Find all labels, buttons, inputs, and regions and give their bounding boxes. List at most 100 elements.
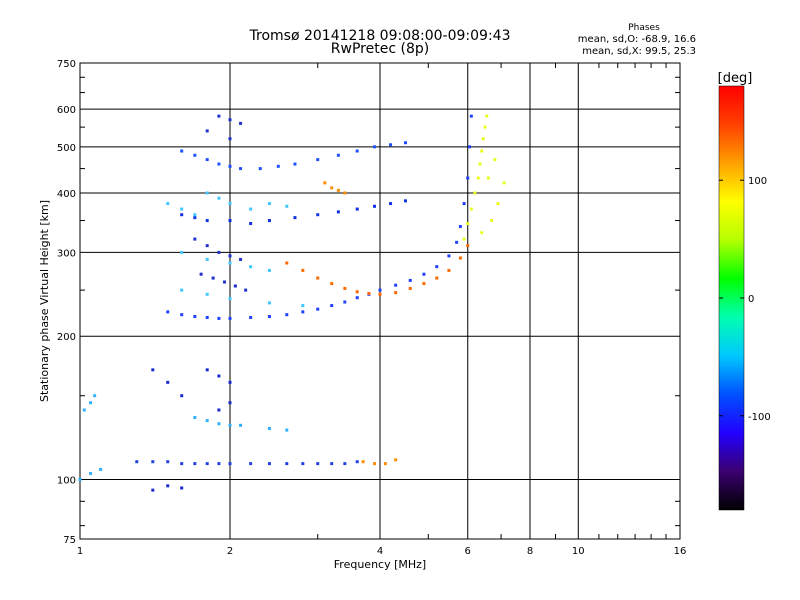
stats-o: mean, sd,O: -68.9, 16.6	[578, 34, 696, 45]
data-point	[228, 202, 232, 206]
data-point	[193, 216, 197, 220]
data-point	[493, 158, 497, 162]
x-tick-label: 1	[77, 546, 83, 557]
x-axis-ticks: 1 2 4 6 8 10 16	[77, 63, 687, 557]
data-point	[355, 149, 359, 153]
colorbar-label: [deg]	[718, 71, 753, 86]
data-point	[239, 257, 243, 261]
data-point	[469, 114, 473, 118]
data-point	[166, 380, 170, 384]
data-point	[435, 265, 439, 269]
data-point	[205, 129, 209, 133]
data-point	[228, 254, 232, 258]
colorbar-tick-label: 0	[748, 294, 754, 305]
data-point	[316, 213, 320, 217]
data-points	[78, 114, 506, 492]
data-point	[394, 283, 398, 287]
data-point	[258, 167, 262, 171]
data-point	[267, 315, 271, 319]
data-point	[373, 145, 377, 149]
data-point	[228, 137, 232, 141]
data-point	[462, 237, 466, 241]
data-point	[301, 304, 305, 308]
data-point	[285, 462, 289, 466]
y-tick-label: 300	[57, 248, 76, 259]
data-point	[481, 137, 485, 141]
data-point	[355, 290, 359, 294]
data-point	[205, 419, 209, 423]
data-point	[480, 149, 484, 153]
data-point	[466, 244, 470, 248]
data-point	[228, 118, 232, 122]
data-point	[180, 149, 184, 153]
data-point	[205, 315, 209, 319]
stats-title: Phases	[628, 23, 660, 33]
data-point	[217, 196, 221, 200]
data-point	[490, 219, 494, 223]
data-point	[285, 204, 289, 208]
data-point	[394, 458, 398, 462]
x-tick-label: 16	[674, 546, 687, 557]
data-point	[336, 188, 340, 192]
data-point	[82, 408, 86, 412]
data-point	[217, 114, 221, 118]
colorbar	[718, 85, 745, 511]
data-point	[267, 462, 271, 466]
data-point	[193, 415, 197, 419]
data-point	[476, 176, 480, 180]
data-point	[301, 310, 305, 314]
data-point	[301, 462, 305, 466]
colorbar-tick-label: -100	[748, 412, 771, 423]
chart-subtitle: RwPretec (8p)	[331, 41, 429, 57]
data-point	[180, 313, 184, 317]
data-point	[228, 462, 232, 466]
data-point	[435, 276, 439, 280]
data-point	[239, 423, 243, 427]
data-point	[276, 164, 280, 168]
data-point	[205, 158, 209, 162]
data-point	[389, 143, 393, 147]
data-point	[301, 268, 305, 272]
data-point	[316, 307, 320, 311]
data-point	[343, 191, 347, 195]
data-point	[267, 301, 271, 305]
data-point	[228, 316, 232, 320]
colorbar-ticks: 100 0 -100	[719, 176, 771, 423]
data-point	[502, 181, 506, 185]
data-point	[462, 202, 466, 206]
data-point	[228, 219, 232, 223]
data-point	[336, 153, 340, 157]
data-point	[239, 121, 243, 125]
data-point	[367, 291, 371, 295]
data-point	[466, 222, 470, 226]
data-point	[483, 125, 487, 129]
data-point	[267, 268, 271, 272]
data-point	[166, 310, 170, 314]
data-point	[93, 394, 97, 398]
data-point	[466, 176, 470, 180]
x-tick-label: 4	[377, 546, 383, 557]
data-point	[151, 488, 155, 492]
data-point	[205, 219, 209, 223]
data-point	[180, 288, 184, 292]
data-point	[330, 462, 334, 466]
data-point	[330, 186, 334, 190]
data-point	[193, 153, 197, 157]
data-point	[217, 374, 221, 378]
data-point	[343, 286, 347, 290]
data-point	[455, 240, 459, 244]
data-point	[78, 478, 82, 482]
data-point	[330, 282, 334, 286]
colorbar-tick-label: 100	[748, 176, 767, 187]
data-point	[228, 164, 232, 168]
data-point	[447, 254, 451, 258]
data-point	[330, 304, 334, 308]
data-point	[217, 462, 221, 466]
data-point	[249, 315, 253, 319]
data-point	[403, 199, 407, 203]
data-point	[151, 460, 155, 464]
data-point	[285, 428, 289, 432]
x-tick-label: 8	[527, 546, 533, 557]
data-point	[249, 222, 253, 226]
data-point	[228, 261, 232, 265]
